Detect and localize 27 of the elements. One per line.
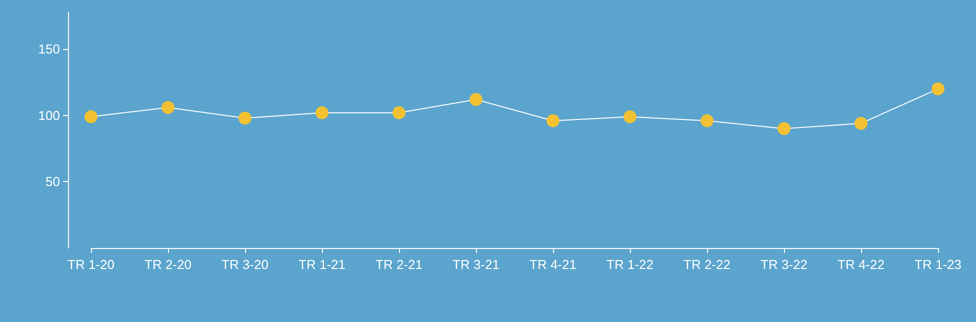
point (624, 110, 636, 124)
point (162, 100, 174, 114)
x-tick-label: TR 2-21 (376, 257, 422, 272)
x-tick-label: TR 4-21 (530, 257, 576, 272)
x-tick-label: TR 3-22 (760, 257, 808, 272)
point (470, 93, 482, 106)
point (316, 106, 328, 120)
x-tick-label: TR 1-21 (298, 257, 346, 272)
y-tick-label: 150 (38, 42, 60, 57)
point (700, 114, 714, 128)
x-tick-label: TR 3-21 (452, 257, 500, 272)
x-tick-label: TR 1-20 (68, 257, 114, 272)
x-tick-label: TR 1-22 (606, 257, 654, 272)
point (238, 112, 252, 125)
x-tick-label: TR 2-22 (684, 257, 730, 272)
point (932, 82, 944, 96)
point (854, 116, 868, 130)
point (84, 110, 98, 124)
x-tick-label: TR 3-20 (222, 257, 268, 272)
x-tick-label: TR 4-22 (838, 257, 884, 272)
y-tick-label: 50 (46, 174, 60, 190)
x-tick-label: TR 1-23 (914, 257, 962, 272)
y-tick-label: 100 (38, 108, 60, 123)
point (546, 114, 560, 128)
x-tick-label: TR 2-20 (144, 257, 192, 272)
point (778, 122, 790, 136)
point (392, 106, 406, 120)
